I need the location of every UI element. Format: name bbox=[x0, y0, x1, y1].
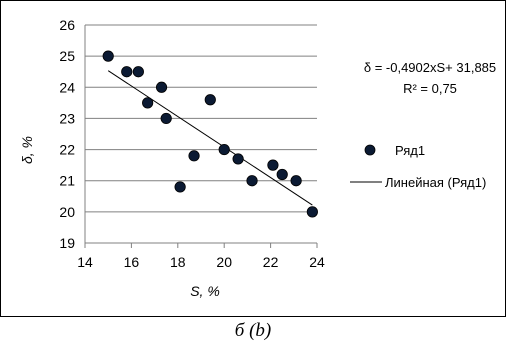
data-point-1-7 bbox=[174, 181, 186, 193]
y-tick-label-26: 26 bbox=[59, 17, 75, 33]
trendline bbox=[107, 70, 313, 206]
x-tick-label-20: 20 bbox=[216, 254, 232, 270]
trendline-layer bbox=[107, 70, 313, 206]
tick-labels-layer: 19 20 21 22 23 24 25 26 14 16 18 20 22 24 bbox=[59, 17, 325, 270]
y-tick-label-24: 24 bbox=[59, 79, 75, 95]
data-point-1-8 bbox=[188, 150, 200, 162]
data-point-1-4 bbox=[142, 97, 154, 109]
grid-layer bbox=[85, 24, 317, 213]
y-tick-label-20: 20 bbox=[59, 204, 75, 220]
data-point-1-10 bbox=[218, 143, 230, 156]
data-point-1-14 bbox=[276, 168, 288, 181]
x-tick-label-24: 24 bbox=[309, 254, 325, 270]
data-point-1-11 bbox=[232, 153, 244, 165]
data-point-1-2 bbox=[121, 66, 133, 78]
y-tick-label-25: 25 bbox=[59, 48, 75, 64]
x-tick-label-14: 14 bbox=[77, 254, 93, 270]
y-tick-label-23: 23 bbox=[59, 110, 75, 126]
x-axis-title: S, % bbox=[190, 283, 220, 299]
data-point-1-9 bbox=[204, 94, 216, 106]
y-axis-title: δ, % bbox=[19, 136, 35, 164]
data-point-1-13 bbox=[267, 159, 279, 171]
trend-equation: δ = -0,4902xS+ 31,885 bbox=[364, 60, 496, 75]
y-tick-label-21: 21 bbox=[59, 173, 75, 189]
r-squared-label: R² = 0,75 bbox=[403, 81, 457, 96]
figure-caption: б (b) bbox=[234, 320, 272, 341]
legend-marker-series1 bbox=[364, 144, 376, 156]
data-point-1-12 bbox=[246, 175, 258, 187]
data-point-1-1 bbox=[102, 50, 114, 62]
legend-label-trend: Линейная (Ряд1) bbox=[385, 175, 486, 190]
data-point-1-16 bbox=[306, 206, 318, 218]
axes-layer bbox=[84, 25, 318, 248]
data-point-1-6 bbox=[160, 112, 172, 125]
x-tick-label-18: 18 bbox=[170, 254, 186, 270]
points-layer bbox=[102, 50, 318, 218]
data-point-1-5 bbox=[155, 81, 168, 93]
data-point-1-15 bbox=[290, 175, 302, 187]
legend-label-series1: Ряд1 bbox=[395, 143, 425, 158]
y-tick-label-19: 19 bbox=[59, 235, 75, 251]
legend: Ряд1 Линейная (Ряд1) bbox=[350, 143, 486, 190]
x-tick-label-16: 16 bbox=[124, 254, 140, 270]
data-point-1-3 bbox=[132, 66, 144, 78]
y-tick-label-22: 22 bbox=[59, 142, 75, 158]
x-tick-label-22: 22 bbox=[263, 254, 279, 270]
